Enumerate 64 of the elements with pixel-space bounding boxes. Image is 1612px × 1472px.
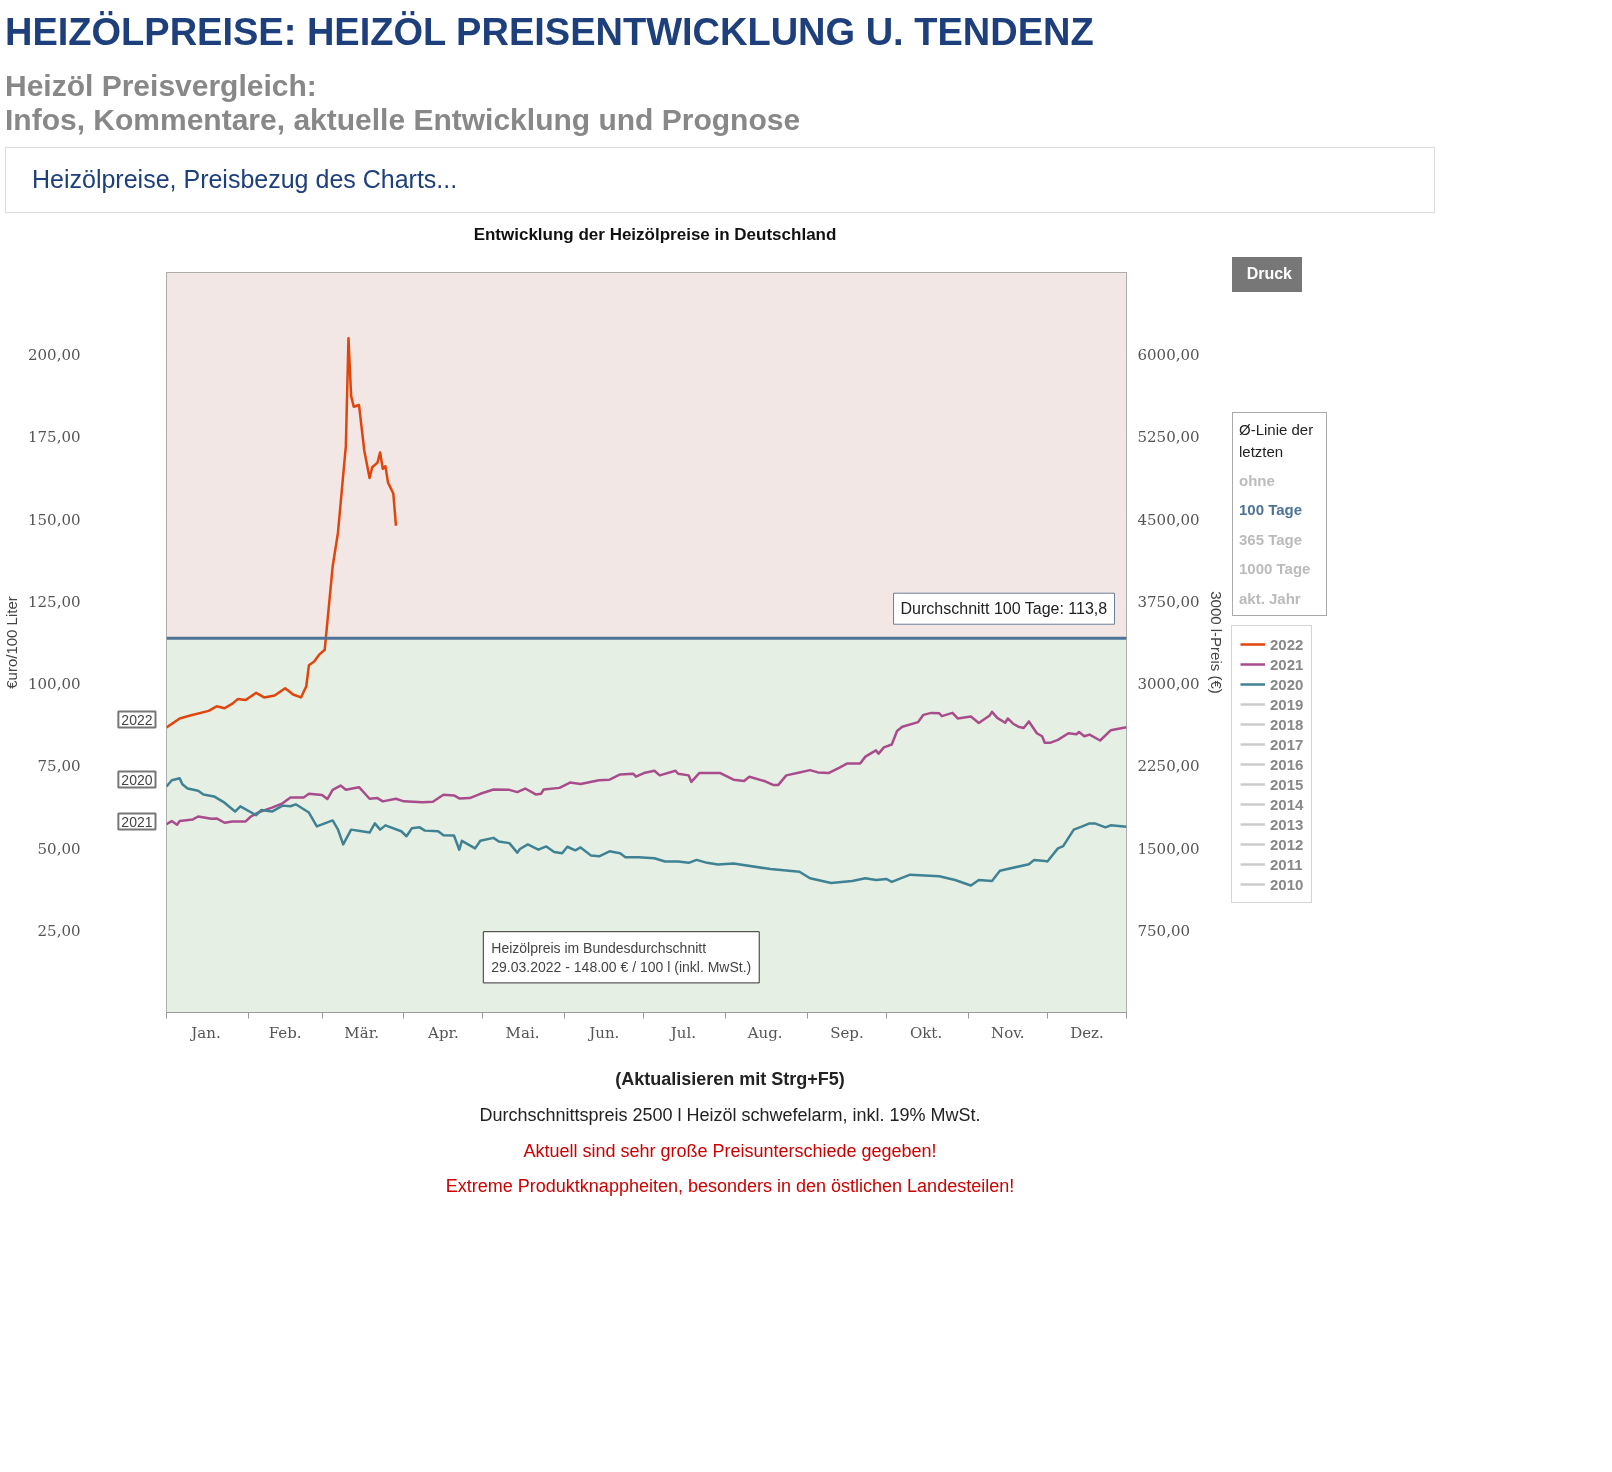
legend-label: 2016 (1270, 755, 1304, 773)
text: (Aktualisieren mit Strg+F5) (614, 1068, 846, 1092)
y-tick-label: 50,00 (37, 839, 81, 858)
x-tick-label: Mai. (505, 1023, 540, 1042)
y-tick-label: 125,00 (28, 593, 81, 612)
x-tick-label: Jan. (189, 1023, 221, 1042)
y2-tick-label: 6000,00 (1137, 346, 1200, 365)
text: akt. Jahr (1239, 588, 1302, 609)
y-tick-label: 200,00 (28, 346, 81, 365)
x-tick-label: Jul. (668, 1023, 697, 1042)
text: 100 Tage (1239, 500, 1304, 521)
y-tick-label: 150,00 (28, 510, 81, 529)
ref-line-label: Durchschnitt 100 Tage: 113,8 (900, 600, 1108, 618)
y2-tick-label: 4500,00 (1137, 510, 1200, 529)
text: Heizölpreise, Preisbezug des Charts... (5, 147, 1435, 213)
text: Entwicklung der Heizölpreise in Deutschland (472, 224, 838, 246)
text: 2022 (121, 711, 153, 728)
legend-label: 2019 (1270, 695, 1304, 713)
legend-label: 2018 (1270, 715, 1304, 733)
x-tick-label: Aug. (746, 1023, 783, 1042)
y2-axis-title: 3000 l-Preis (€) (1207, 591, 1225, 695)
text: Druck (1232, 257, 1302, 293)
line-series (166, 337, 398, 729)
x-tick-label: Sep. (830, 1023, 864, 1042)
legend-label: 2013 (1270, 815, 1304, 833)
text: 1000 Tage (1239, 559, 1312, 580)
y2-tick-label: 5250,00 (1137, 428, 1200, 447)
chart-title: HEIZÖLPREISE: HEIZÖL PREISENTWICKLUNG U. TENDENZ (5, 10, 1094, 55)
legend-label: 2020 (1270, 675, 1304, 693)
text: 2021 (121, 813, 153, 830)
legend-label: 2017 (1270, 735, 1304, 753)
legend-label: 2012 (1270, 835, 1304, 853)
legend-label: 2021 (1270, 655, 1304, 673)
legend-label: 2015 (1270, 775, 1304, 793)
y2-tick-label: 3750,00 (1137, 593, 1200, 612)
x-tick-label: Feb. (268, 1023, 302, 1042)
x-tick-label: Mär. (344, 1023, 379, 1042)
y2-tick-label: 750,00 (1137, 922, 1190, 941)
y2-tick-label: 1500,00 (1137, 839, 1200, 858)
legend-label: 2011 (1270, 855, 1303, 873)
text: 365 Tage (1239, 529, 1304, 550)
y2-tick-label: 3000,00 (1137, 675, 1200, 694)
x-tick-label: Okt. (909, 1023, 943, 1042)
y-tick-label: 75,00 (37, 757, 81, 776)
legend-label: 2010 (1270, 875, 1304, 893)
text: Durchschnittspreis 2500 l Heizöl schwefelarm, inkl. 19% MwSt. (478, 1103, 982, 1127)
text: Aktuell sind sehr große Preisunterschiede gegeben! (522, 1139, 938, 1163)
x-tick-label: Nov. (991, 1023, 1025, 1042)
annotation: Heizölpreis im Bundesdurchschnitt 29.03.2022 - 148.00 € / 100 l (inkl. MwSt.) (491, 939, 752, 976)
text: 2020 (121, 771, 153, 788)
y2-tick-label: 2250,00 (1137, 757, 1200, 776)
y-tick-label: 25,00 (37, 922, 81, 941)
chart-subtitle: Heizöl Preisvergleich: Infos, Kommentare, aktuelle Entwicklung und Prognose (5, 69, 801, 138)
text: ohne (1239, 470, 1276, 491)
y-tick-label: 175,00 (28, 428, 81, 447)
text: Extreme Produktknappheiten, besonders in den östlichen Landesteilen! (444, 1175, 1016, 1199)
legend-label: 2014 (1270, 795, 1304, 813)
x-tick-label: Dez. (1070, 1023, 1104, 1042)
x-tick-label: Jun. (587, 1023, 620, 1042)
x-tick-label: Apr. (427, 1023, 459, 1042)
y-axis-title: €uro/100 Liter (3, 596, 21, 690)
legend-label: 2022 (1270, 635, 1304, 653)
y-tick-label: 100,00 (28, 675, 81, 694)
text: Ø-Linie der letzten (1239, 420, 1315, 462)
